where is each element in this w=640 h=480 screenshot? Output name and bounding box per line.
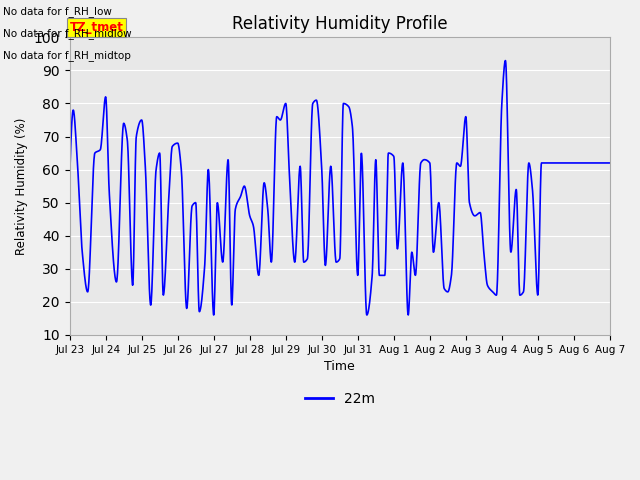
Legend: 22m: 22m xyxy=(300,386,380,411)
Text: TZ_tmet: TZ_tmet xyxy=(70,21,124,35)
Text: No data for f_RH_midtop: No data for f_RH_midtop xyxy=(3,49,131,60)
X-axis label: Time: Time xyxy=(324,360,355,373)
Text: No data for f_RH_low: No data for f_RH_low xyxy=(3,6,112,17)
Title: Relativity Humidity Profile: Relativity Humidity Profile xyxy=(232,15,447,33)
Y-axis label: Relativity Humidity (%): Relativity Humidity (%) xyxy=(15,118,28,255)
Text: No data for f_RH_midlow: No data for f_RH_midlow xyxy=(3,28,132,39)
